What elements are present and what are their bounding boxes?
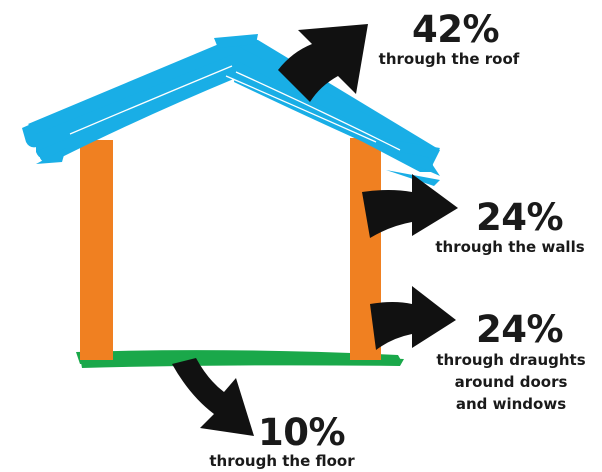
draughts-arrow [370,286,456,350]
walls-arrow [362,174,458,238]
roof-caption: through the roof [378,50,520,68]
floor-line [76,350,404,368]
draughts-caption-line-3: and windows [455,395,567,413]
walls-percent: 24% [476,196,564,239]
left-wall [80,140,113,360]
floor-caption: through the floor [209,452,355,470]
floor-arrow [172,358,254,436]
draughts-percent: 24% [476,308,564,351]
roof-arrow [278,24,368,102]
draughts-caption-line-1: through draughts [436,351,586,369]
roof-percent: 42% [412,8,500,51]
draughts-caption-line-2: around doors [454,373,568,391]
walls-caption: through the walls [435,238,585,256]
roof-highlights [69,65,401,151]
floor-percent: 10% [258,411,346,454]
